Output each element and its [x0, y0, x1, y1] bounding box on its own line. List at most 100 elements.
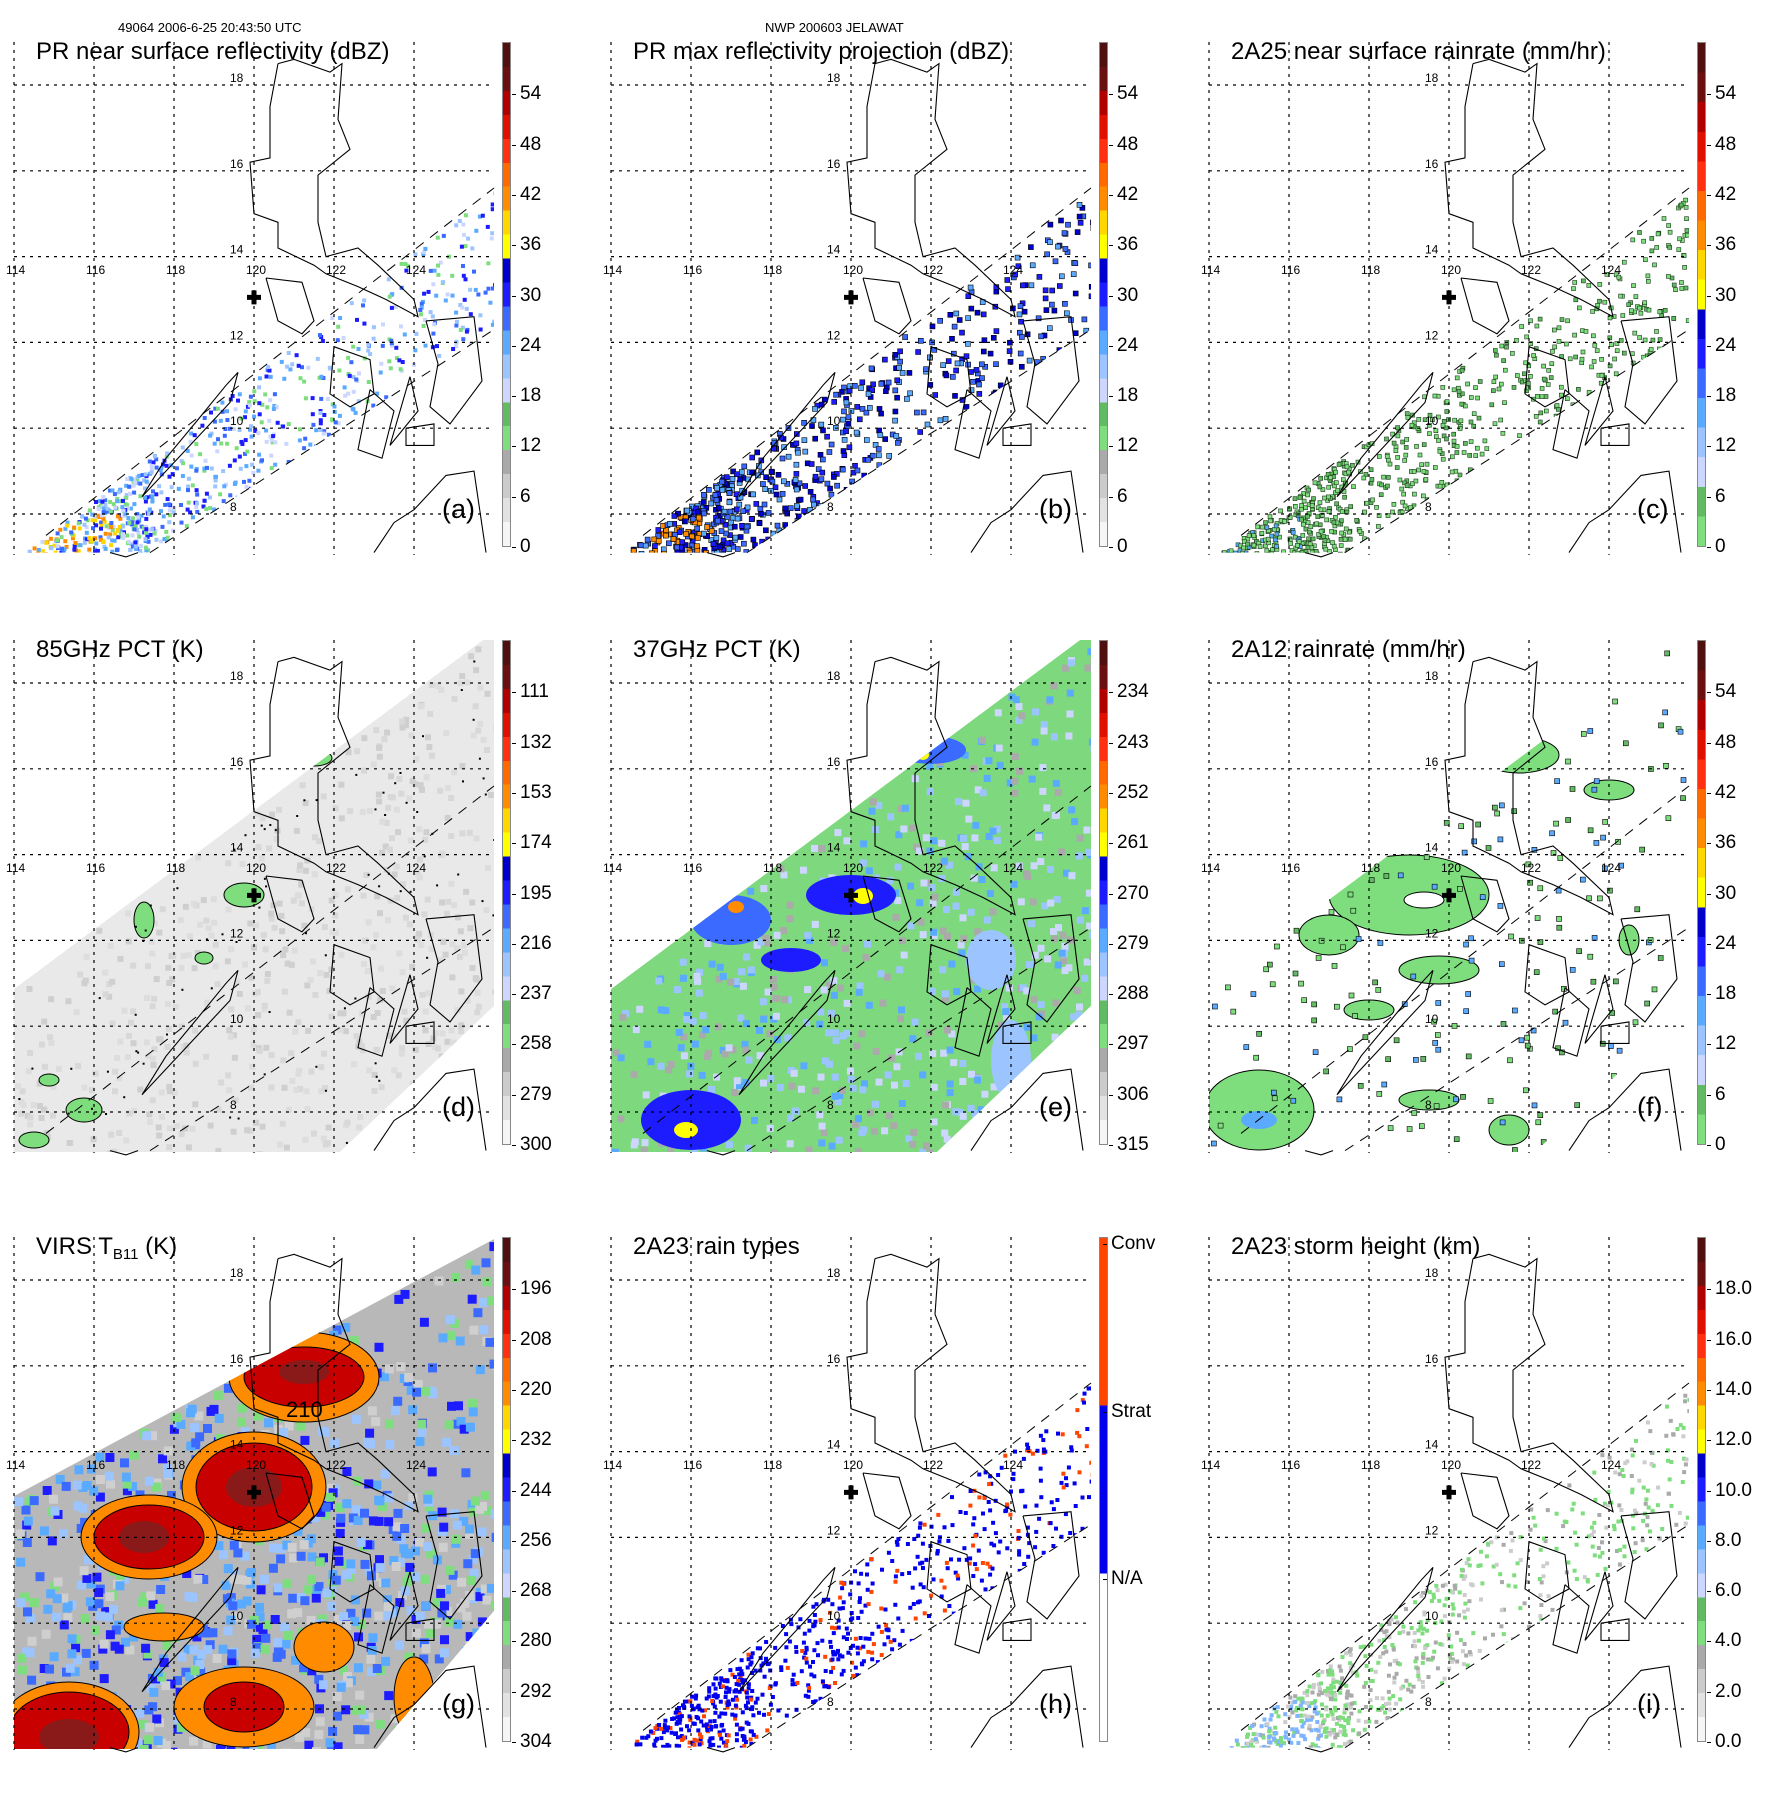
pct-cell: [470, 965, 476, 971]
panel-title: VIRS TB11 (K): [36, 1233, 177, 1263]
tb-cell: [323, 1588, 332, 1597]
reflectivity-cell: [256, 469, 260, 473]
lat-label: 18: [230, 669, 244, 683]
tb-cell: [442, 1438, 451, 1447]
pct-cell: [84, 954, 90, 960]
rain-type-cell: [653, 1726, 657, 1730]
rain-type-cell: [908, 1606, 912, 1610]
reflectivity-cell: [328, 366, 332, 370]
rain-type-cell: [971, 1574, 975, 1578]
reflectivity-cell: [249, 424, 253, 428]
reflectivity-cell: [436, 236, 440, 240]
rainrate-cell: [1520, 325, 1524, 329]
rainrate-cell: [1581, 731, 1586, 736]
pct-cell: [262, 1003, 268, 1009]
rainrate-cell: [1225, 985, 1230, 990]
pct-cell: [287, 1010, 293, 1016]
colorbar-label: 237: [520, 983, 552, 1005]
pct-cell: [242, 961, 248, 967]
pct-cell: [282, 989, 288, 995]
rainrate-cell: [1343, 495, 1347, 499]
tb-cell: [227, 1746, 236, 1755]
reflectivity-cell: [85, 531, 89, 535]
rainrate-cell: [1555, 779, 1560, 784]
reflectivity-cell: [751, 492, 756, 497]
rain-type-cell: [894, 1580, 898, 1584]
rainrate-cell: [1564, 342, 1568, 346]
rainrate-cell: [1352, 485, 1356, 489]
rain-type-cell: [779, 1665, 783, 1669]
pct-cell: [910, 1129, 917, 1136]
pct-cell: [1013, 696, 1020, 703]
rainrate-cell: [1302, 499, 1306, 503]
reflectivity-cell: [754, 501, 759, 506]
rainrate-cell: [1638, 231, 1642, 235]
rainrate-cell: [1332, 963, 1337, 968]
reflectivity-cell: [269, 454, 273, 458]
pct-cell: [787, 902, 794, 909]
rainrate-cell: [1269, 519, 1273, 523]
pct-cell: [144, 1040, 150, 1046]
rainrate-cell: [1218, 1123, 1223, 1128]
rain-type-cell: [856, 1651, 860, 1655]
rain-type-cell: [830, 1626, 834, 1630]
rainrate-cell: [1415, 444, 1419, 448]
reflectivity-cell: [266, 365, 270, 369]
reflectivity-cell: [844, 400, 849, 405]
tb-cell: [142, 1431, 151, 1440]
pct-cell: [1023, 870, 1030, 877]
rain-type-cell: [831, 1658, 835, 1662]
reflectivity-cell: [488, 301, 492, 305]
reflectivity-cell: [116, 548, 120, 552]
tb-cell: [467, 1576, 476, 1585]
rainrate-cell: [1472, 839, 1477, 844]
pct-cell: [1052, 1034, 1059, 1041]
contour-dot: [378, 1080, 380, 1082]
lat-label: 12: [827, 328, 841, 342]
pct-cell: [41, 1019, 47, 1025]
rainrate-cell: [1666, 274, 1670, 278]
tb-cell: [374, 1612, 383, 1621]
reflectivity-cell: [701, 511, 706, 516]
pct-cell: [829, 1143, 836, 1150]
rainrate-cell: [1480, 895, 1485, 900]
precip-region: [19, 1132, 49, 1148]
colorbar-label: 153: [520, 782, 552, 804]
reflectivity-cell: [1077, 214, 1082, 219]
lon-label: 120: [246, 263, 266, 277]
tb-cell: [43, 1605, 52, 1614]
coastline-mindoro: [863, 278, 911, 334]
pct-cell: [429, 753, 435, 759]
reflectivity-cell: [132, 502, 136, 506]
tb-cell: [353, 1725, 362, 1734]
rainrate-cell: [1595, 349, 1599, 353]
rainrate-cell: [1307, 537, 1311, 541]
panel-letter: (c): [1637, 494, 1668, 525]
pct-cell: [330, 929, 336, 935]
rain-type-cell: [708, 1719, 712, 1723]
rainrate-cell: [1542, 377, 1546, 381]
contour-dot: [461, 689, 463, 691]
reflectivity-cell: [37, 548, 41, 552]
pct-cell: [1039, 764, 1046, 771]
pct-cell: [942, 1102, 949, 1109]
pct-cell: [125, 911, 131, 917]
rainrate-cell: [1412, 492, 1416, 496]
reflectivity-cell: [914, 410, 919, 415]
reflectivity-cell: [371, 404, 375, 408]
reflectivity-cell: [1089, 263, 1094, 268]
rainrate-cell: [1639, 311, 1643, 315]
tb-cell: [269, 1544, 278, 1553]
rainrate-cell: [1464, 1009, 1469, 1014]
reflectivity-cell: [74, 541, 78, 545]
pct-cell: [919, 1149, 926, 1156]
pct-cell: [1044, 955, 1051, 962]
pct-cell: [475, 646, 481, 652]
pct-cell: [396, 950, 402, 956]
pct-cell: [279, 913, 285, 919]
rainrate-cell: [1299, 517, 1303, 521]
rainrate-cell: [1555, 404, 1559, 408]
pct-cell: [127, 1110, 133, 1116]
pct-cell: [843, 837, 850, 844]
convective-core: [674, 1122, 698, 1138]
